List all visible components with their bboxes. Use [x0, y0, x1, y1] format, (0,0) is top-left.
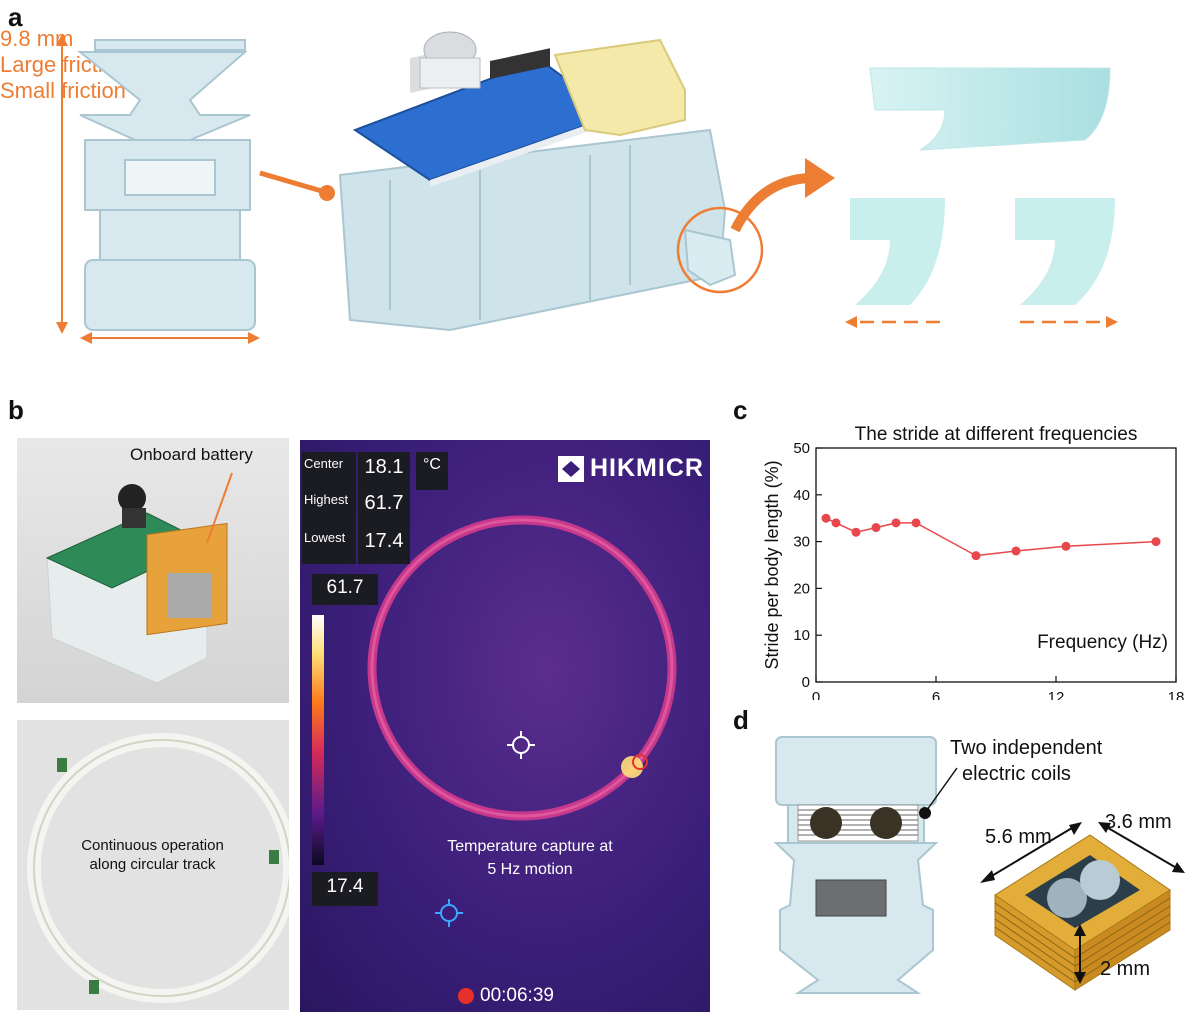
friction-hooks-render — [845, 67, 1118, 328]
data-point — [831, 518, 841, 528]
brand-label: HIKMICR — [590, 454, 704, 482]
coil-width-label: 3.6 mm — [1105, 811, 1172, 833]
data-point — [1061, 541, 1071, 551]
battery-robot-illustration — [45, 472, 233, 684]
center-crosshair-icon — [507, 731, 535, 759]
battery-label: Onboard battery — [130, 445, 253, 464]
curved-arrow — [730, 158, 835, 233]
track-label-line-1: Continuous operation — [81, 837, 224, 854]
highest-value: 61.7 — [358, 488, 410, 526]
y-axis-label: Stride per body length (%) — [762, 460, 782, 669]
circular-track-illustration — [27, 733, 289, 1003]
y-tick-label: 20 — [793, 580, 810, 597]
thermal-ring-drawing — [312, 456, 677, 1004]
hot-crosshair-icon — [621, 754, 648, 778]
coil-robot-drawing — [773, 736, 939, 994]
panel-letter-c: c — [733, 395, 748, 425]
x-tick-label: 18 — [1168, 689, 1185, 700]
thermal-caption-line-1: Temperature capture at — [447, 838, 613, 855]
robot-3d-render — [338, 31, 737, 332]
center-label: Center — [302, 452, 356, 490]
y-tick-label: 50 — [793, 440, 810, 457]
connector-line — [259, 170, 335, 201]
data-point — [971, 551, 981, 561]
chart-title: The stride at different frequencies — [855, 424, 1138, 445]
panel-letter-a: a — [8, 2, 23, 32]
recording-timestamp: 00:06:39 — [480, 985, 554, 1006]
y-tick-label: 40 — [793, 487, 810, 504]
panel-letter-d: d — [733, 705, 749, 735]
lowest-value: 17.4 — [358, 526, 410, 564]
battery-photo — [17, 438, 289, 703]
data-point — [871, 523, 881, 533]
track-label-line-2: along circular track — [89, 856, 216, 873]
y-tick-label: 10 — [793, 627, 810, 644]
coil-3d-render — [980, 822, 1185, 991]
series-line — [825, 517, 1157, 557]
center-value: 18.1 — [358, 452, 410, 490]
x-axis-label: Frequency (Hz) — [1037, 632, 1168, 653]
x-tick-label: 0 — [812, 689, 820, 700]
coil-height-label: 2 mm — [1100, 958, 1150, 980]
cold-crosshair-icon — [435, 899, 463, 927]
thermal-caption-line-2: 5 Hz motion — [487, 861, 573, 878]
coils-label-line-1: Two independent — [950, 737, 1103, 759]
panel-letter-b: b — [8, 395, 24, 425]
x-tick-label: 6 — [932, 689, 940, 700]
data-point — [851, 527, 861, 537]
data-point — [821, 513, 831, 523]
coils-label-line-2: electric coils — [962, 763, 1071, 785]
scale-min-label: 17.4 — [312, 872, 378, 906]
y-tick-label: 0 — [802, 674, 810, 691]
temperature-unit: °C — [416, 452, 448, 490]
plot-frame — [815, 447, 1177, 683]
data-point — [891, 518, 901, 528]
data-point — [911, 518, 921, 528]
y-tick-label: 30 — [793, 534, 810, 551]
record-dot-icon — [458, 988, 474, 1004]
scale-max-label: 61.7 — [312, 574, 378, 605]
lowest-label: Lowest — [302, 526, 356, 564]
coil-length-label: 5.6 mm — [985, 826, 1052, 848]
thermal-image: Center 18.1 °C Highest 61.7 Lowest 17.4 … — [300, 440, 710, 1012]
highest-label: Highest — [302, 488, 356, 526]
track-photo — [17, 720, 289, 1010]
data-point — [1011, 546, 1021, 556]
robot-outline-drawing — [56, 34, 260, 344]
x-tick-label: 12 — [1048, 689, 1065, 700]
stride-chart: 0 10 20 30 40 50 0 6 12 18 The stride at differe… — [762, 424, 1185, 700]
hook-highlight-circle — [676, 206, 764, 294]
data-point — [1151, 537, 1161, 547]
coil-pointer — [919, 767, 958, 819]
